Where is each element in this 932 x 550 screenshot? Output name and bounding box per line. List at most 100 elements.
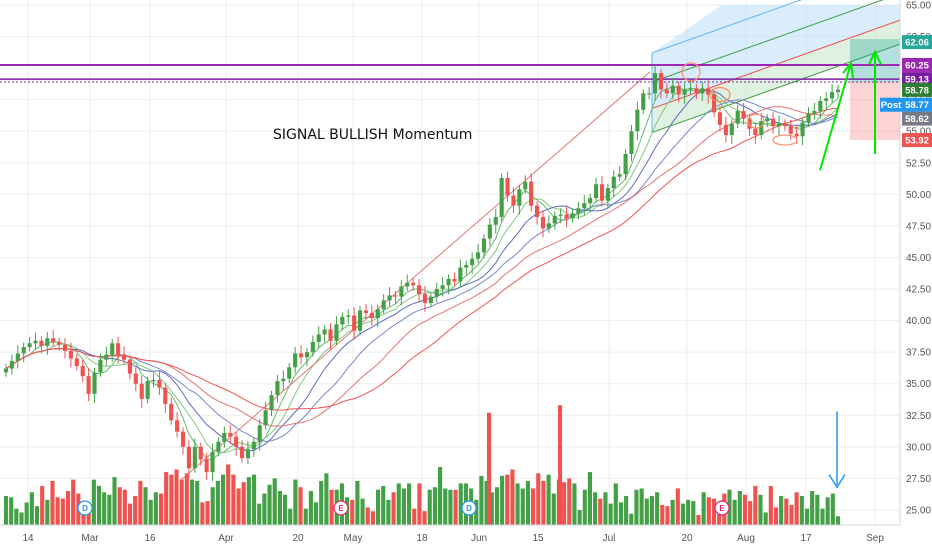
volume-bar [29, 492, 34, 525]
volume-bar [267, 484, 272, 525]
event-marker[interactable]: D [77, 500, 93, 516]
event-marker[interactable]: D [461, 500, 477, 516]
volume-bar [50, 480, 55, 525]
candle-body [68, 350, 73, 359]
volume-bar [655, 492, 660, 525]
candle-body [92, 372, 97, 394]
candle-body [405, 282, 410, 287]
green-arrow [819, 62, 852, 171]
volume-bar [799, 496, 804, 525]
candle-body [422, 294, 428, 303]
volume-bar [427, 489, 432, 525]
volume-bar [644, 498, 649, 525]
candle-body [824, 98, 829, 101]
volume-bar [376, 489, 381, 525]
candle [234, 432, 239, 456]
horizontal-lines [0, 63, 900, 83]
candle-body [452, 278, 457, 282]
event-marker-circle[interactable] [333, 500, 349, 516]
candle-body [74, 358, 79, 367]
candle [222, 426, 227, 448]
candle-body [635, 109, 640, 132]
time-tick-label: 18 [416, 533, 428, 544]
candle-body [712, 94, 717, 113]
candle-body [434, 289, 439, 297]
candle-body [753, 128, 758, 136]
candle [198, 442, 203, 466]
volume-bar [14, 508, 19, 525]
price-tick-label: 25.00 [906, 505, 931, 516]
price-badge-label: 58.77 [905, 100, 929, 111]
volume-bar [86, 508, 91, 525]
candle [664, 83, 669, 98]
candle [98, 353, 103, 377]
volume-bar [551, 493, 556, 525]
volume-bar [91, 479, 96, 525]
volume-bar [634, 489, 639, 525]
volume-bar [794, 492, 799, 525]
candle [204, 453, 209, 480]
candle-body [475, 252, 481, 259]
volume-bar [438, 467, 443, 525]
volume-bar [143, 487, 148, 525]
candle [216, 437, 221, 457]
event-marker[interactable]: E [714, 500, 730, 516]
candle [352, 307, 357, 340]
volume-bar [691, 501, 696, 525]
candle-body [133, 373, 138, 384]
candle-body [198, 446, 203, 460]
candle-body [116, 343, 121, 355]
volume-bar [195, 480, 200, 525]
candle-body [788, 126, 793, 134]
candle-body [664, 89, 669, 94]
volume-bar [505, 474, 510, 525]
candle [293, 347, 298, 374]
candle [57, 337, 62, 351]
candle [765, 114, 770, 128]
volume-bar [696, 514, 701, 525]
candle-body [747, 118, 752, 129]
price-tick-label: 35.00 [906, 379, 931, 390]
candle [564, 206, 569, 228]
candle [706, 80, 711, 104]
volume-bar [148, 499, 153, 525]
candle [782, 119, 787, 131]
price-badge-bg [902, 72, 932, 87]
volume-bar [370, 511, 375, 525]
candle-body [287, 367, 292, 379]
candle-body [139, 383, 144, 399]
time-tick-label: Sep [866, 533, 884, 544]
candle [80, 359, 85, 383]
candle-body [546, 223, 551, 229]
event-marker-circle[interactable] [77, 500, 93, 516]
volume-bar [789, 504, 794, 525]
candle [74, 354, 79, 371]
price-badge-bg [902, 111, 932, 126]
event-marker-circle[interactable] [461, 500, 477, 516]
price-tick-label: 65.00 [906, 1, 931, 12]
time-tick-label: Jul [603, 533, 616, 544]
volume-bar [251, 474, 257, 525]
candle [27, 336, 32, 352]
event-marker-circle[interactable] [714, 500, 730, 516]
candle [623, 149, 628, 181]
volume-bar [298, 487, 303, 525]
volume-bar [536, 473, 541, 525]
candle [499, 173, 504, 222]
candle [576, 201, 581, 220]
volume-bar [701, 492, 706, 525]
candle-body [582, 203, 587, 209]
time-tick-label: Apr [218, 533, 234, 544]
candle [717, 105, 723, 131]
price-badge-bg [902, 57, 932, 72]
candle [346, 309, 351, 325]
candle [452, 272, 457, 286]
candle-body [700, 88, 705, 94]
volume-bar [303, 508, 308, 525]
event-marker[interactable]: E [333, 500, 349, 516]
candle [328, 323, 333, 350]
volume-bar [117, 487, 122, 525]
volume-bar [277, 491, 282, 525]
price-tick-label: 42.50 [906, 285, 931, 296]
